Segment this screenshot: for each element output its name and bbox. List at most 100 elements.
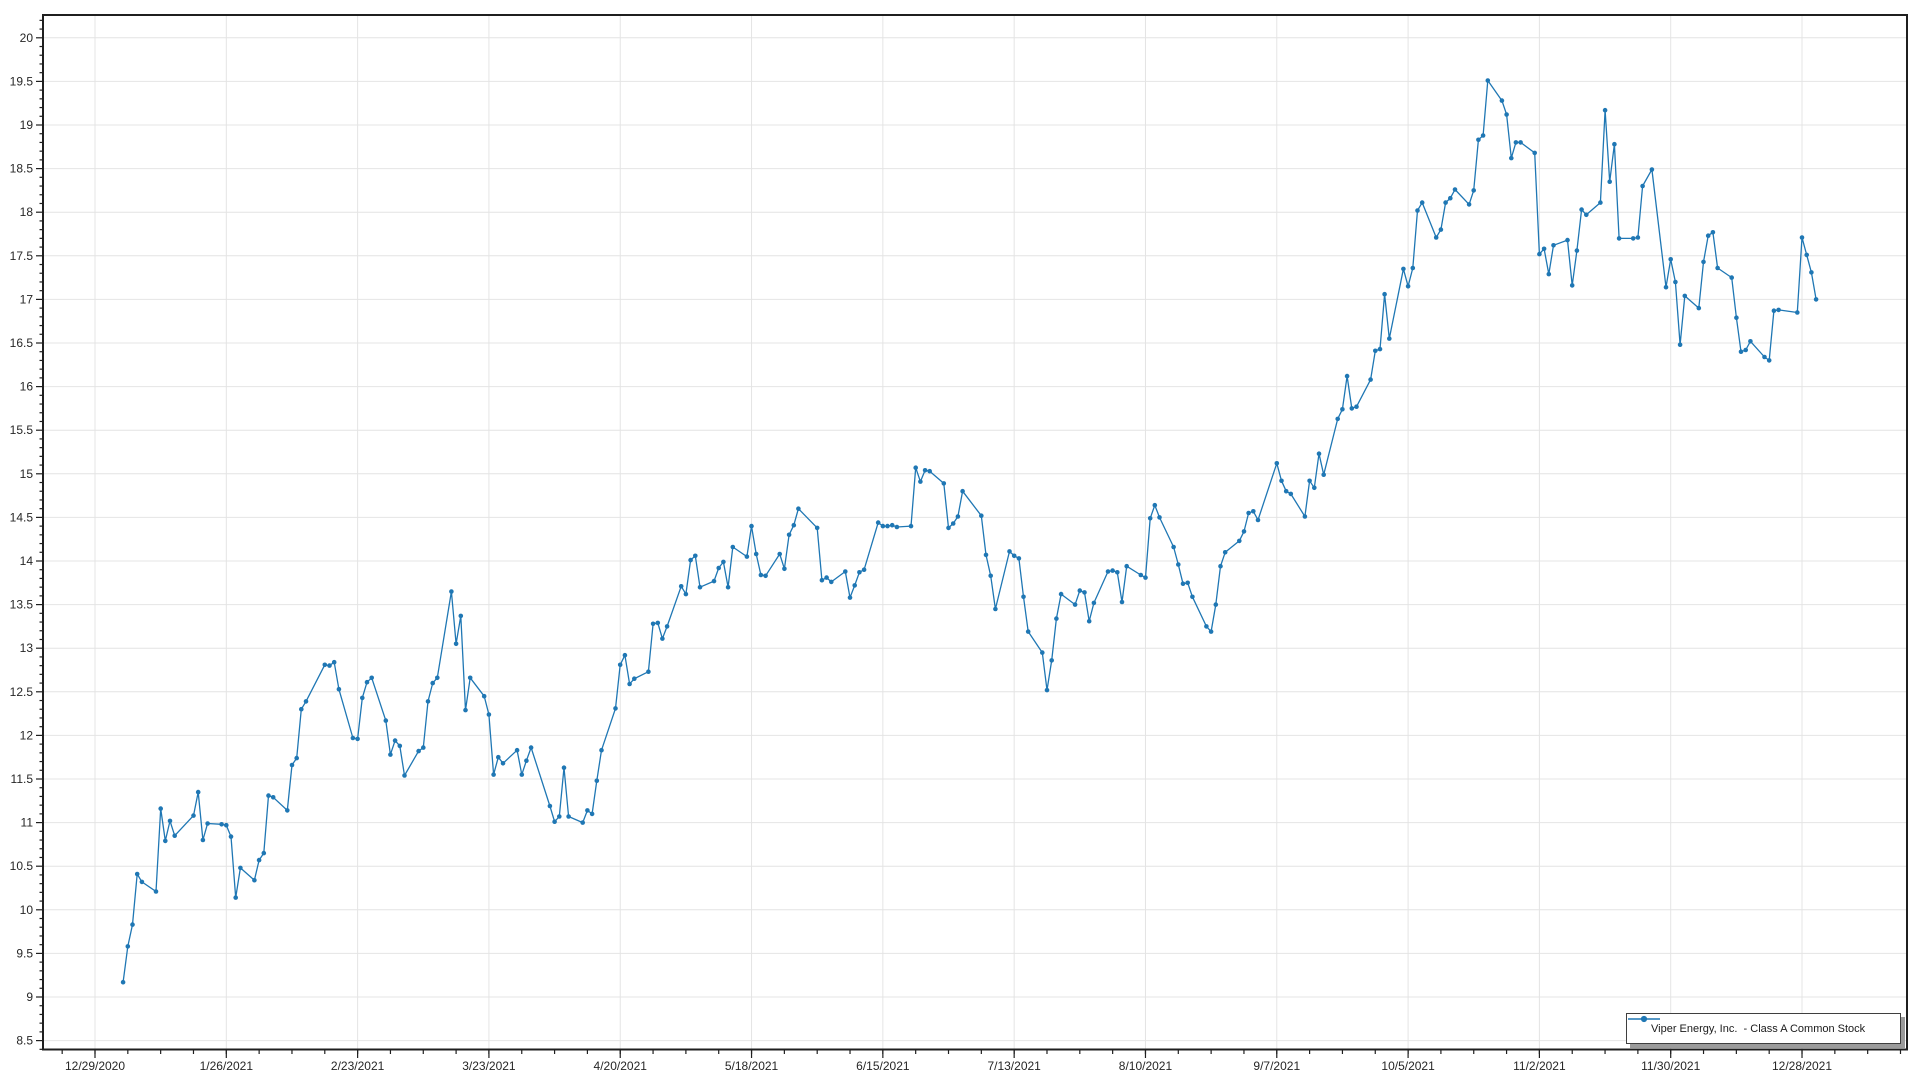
y-axis-label: 11	[21, 816, 34, 830]
data-point-marker	[1734, 315, 1739, 321]
data-point-marker	[922, 468, 928, 473]
data-point-marker	[1537, 251, 1542, 257]
legend-series-label: Viper Energy, Inc. - Class A Common Stoc…	[1651, 1022, 1866, 1035]
data-point-marker	[796, 506, 801, 512]
data-point-marker	[1813, 297, 1819, 302]
y-axis-label: 18.5	[10, 162, 34, 176]
data-point-marker	[664, 624, 670, 629]
data-point-marker	[453, 641, 459, 647]
data-point-marker	[660, 636, 665, 641]
data-point-marker	[1616, 236, 1622, 241]
data-point-marker	[1180, 581, 1186, 586]
data-point-marker	[1584, 212, 1589, 218]
data-point-marker	[889, 522, 895, 528]
data-point-marker	[1729, 275, 1734, 280]
data-point-marker	[1471, 188, 1476, 193]
data-point-marker	[1218, 563, 1223, 569]
data-point-marker	[1532, 150, 1537, 156]
data-point-marker	[1499, 98, 1505, 103]
data-point-marker	[233, 895, 238, 900]
data-point-marker	[238, 865, 243, 871]
data-point-marker	[1152, 502, 1158, 508]
data-point-marker	[486, 712, 492, 717]
data-point-marker	[1082, 590, 1087, 595]
data-point-marker	[1607, 179, 1612, 184]
data-point-marker	[458, 613, 464, 619]
data-point-marker	[1546, 271, 1552, 277]
data-point-marker	[927, 468, 932, 474]
y-axis-label: 13	[20, 641, 34, 655]
y-axis-label: 9.5	[16, 946, 33, 960]
data-point-marker	[1649, 167, 1655, 172]
data-point-marker	[1448, 195, 1453, 201]
data-point-marker	[1237, 538, 1242, 544]
data-point-marker	[1368, 377, 1373, 382]
x-axis-label: 6/15/2021	[856, 1059, 910, 1073]
data-point-marker	[857, 570, 862, 575]
data-point-marker	[1279, 478, 1284, 484]
data-point-marker	[1804, 252, 1809, 258]
data-point-marker	[355, 736, 360, 742]
data-point-marker	[1185, 580, 1190, 586]
data-point-marker	[1476, 137, 1481, 143]
data-point-marker	[120, 979, 126, 985]
data-point-marker	[491, 772, 496, 777]
data-point-marker	[1077, 588, 1083, 593]
data-point-marker	[955, 514, 961, 519]
data-point-marker	[622, 652, 628, 658]
data-point-marker	[557, 814, 562, 819]
y-axis-label: 16.5	[10, 336, 34, 350]
data-point-marker	[941, 481, 947, 486]
x-axis-label: 7/13/2021	[987, 1059, 1041, 1073]
data-point-marker	[364, 679, 370, 685]
data-point-marker	[1349, 406, 1355, 411]
data-point-marker	[819, 577, 825, 583]
data-point-marker	[847, 595, 853, 600]
data-point-marker	[524, 758, 529, 763]
x-axis-label: 9/7/2021	[1253, 1059, 1300, 1073]
data-point-marker	[200, 837, 206, 843]
data-point-marker	[1147, 516, 1153, 521]
legend-series-marker-icon	[1628, 1015, 1660, 1023]
data-point-marker	[266, 793, 271, 798]
x-axis-label: 1/26/2021	[200, 1059, 254, 1073]
y-axis-label: 13.5	[10, 598, 34, 612]
data-point-marker	[721, 559, 726, 565]
data-point-marker	[261, 850, 267, 856]
data-point-marker	[1373, 348, 1378, 354]
data-point-marker	[1105, 569, 1111, 574]
y-axis-label: 17.5	[10, 249, 34, 263]
data-point-marker	[1016, 556, 1022, 561]
data-point-marker	[814, 525, 820, 531]
data-point-marker	[383, 718, 389, 723]
data-point-marker	[913, 465, 918, 471]
data-point-marker	[1776, 307, 1781, 313]
data-point-marker	[1682, 293, 1688, 299]
data-point-marker	[1171, 544, 1176, 550]
data-point-marker	[294, 755, 300, 761]
data-point-marker	[449, 589, 454, 594]
data-point-marker	[786, 532, 792, 538]
data-point-marker	[1255, 517, 1261, 523]
data-point-marker	[1274, 461, 1280, 466]
data-point-marker	[514, 747, 520, 753]
data-point-marker	[421, 745, 426, 750]
data-point-marker	[1091, 600, 1097, 606]
data-point-marker	[1377, 346, 1383, 352]
data-point-marker	[1138, 572, 1144, 578]
data-point-marker	[158, 806, 163, 811]
data-point-marker	[1485, 78, 1491, 83]
y-axis-label: 10.5	[10, 859, 34, 873]
data-point-marker	[1766, 358, 1772, 363]
data-point-marker	[1316, 451, 1322, 457]
data-point-marker	[481, 693, 487, 699]
data-point-marker	[861, 567, 867, 572]
data-point-marker	[824, 575, 829, 580]
data-point-marker	[758, 572, 764, 578]
data-point-marker	[753, 551, 759, 557]
data-point-marker	[725, 584, 731, 590]
data-point-marker	[519, 772, 525, 777]
data-point-marker	[1569, 283, 1575, 288]
data-point-marker	[1119, 599, 1125, 605]
data-point-marker	[599, 747, 604, 753]
